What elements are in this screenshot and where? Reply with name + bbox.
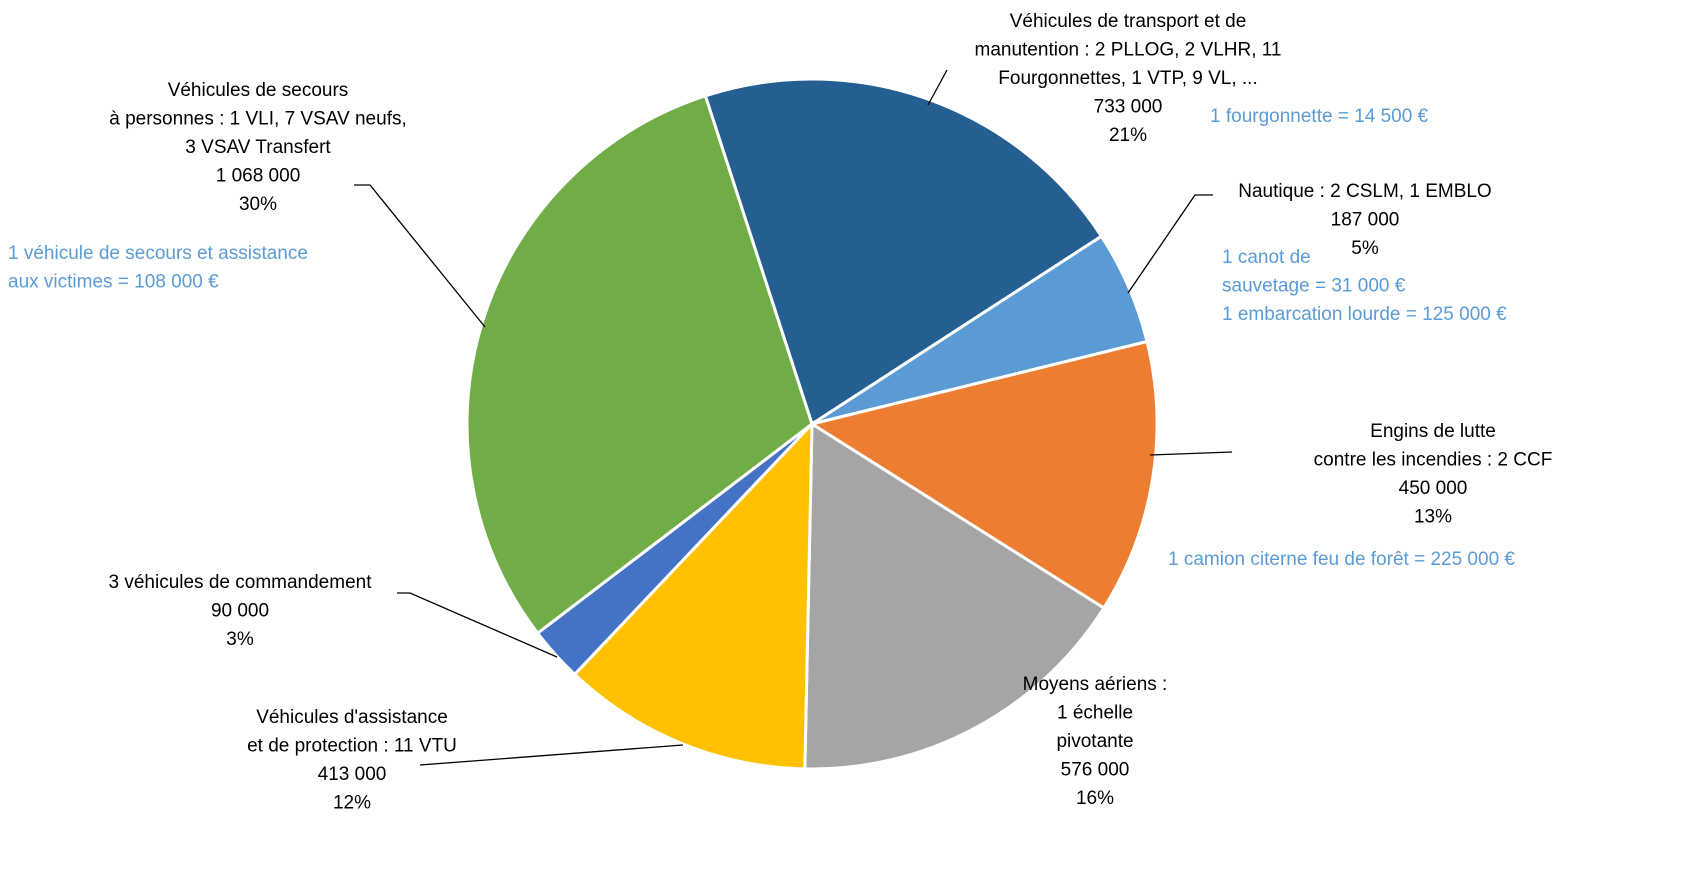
slice-label: Moyens aériens : [1023, 674, 1168, 695]
slice-label: Engins de lutte [1370, 421, 1496, 442]
annotation: sauvetage = 31 000 € [1222, 276, 1406, 297]
annotation: 1 fourgonnette = 14 500 € [1210, 106, 1429, 127]
slice-label: Véhicules de secours [168, 80, 349, 101]
slice-label: Fourgonnettes, 1 VTP, 9 VL, ... [998, 68, 1257, 89]
slice-label: à personnes : 1 VLI, 7 VSAV neufs, [109, 109, 407, 130]
slice-label: manutention : 2 PLLOG, 2 VLHR, 11 [975, 40, 1282, 61]
pie-slice [803, 421, 1106, 771]
percent-label: 16% [1076, 788, 1114, 809]
percent-label: 3% [226, 629, 254, 650]
pie-slice [465, 93, 814, 636]
pie-slice [572, 420, 814, 771]
slice-label: pivotante [1056, 731, 1133, 752]
slice-label: contre les incendies : 2 CCF [1314, 450, 1553, 471]
slice-label: 3 VSAV Transfert [185, 137, 331, 158]
annotation: 1 véhicule de secours et assistance [8, 243, 308, 264]
slice-label: Véhicules de transport et de [1010, 11, 1247, 32]
value-label: 1 068 000 [216, 166, 301, 187]
percent-label: 21% [1109, 125, 1147, 146]
value-label: 413 000 [318, 764, 387, 785]
annotation: 1 camion citerne feu de forêt = 225 000 … [1168, 549, 1515, 570]
slice-label: 1 échelle [1057, 703, 1133, 724]
pie-slice [703, 77, 1104, 427]
leader-line [1127, 194, 1213, 294]
annotation: aux victimes = 108 000 € [8, 272, 219, 293]
annotation: 1 canot de [1222, 247, 1311, 268]
slice-label: Nautique : 2 CSLM, 1 EMBLO [1238, 181, 1491, 202]
leader-line [397, 592, 558, 658]
percent-label: 12% [333, 793, 371, 814]
annotation: 1 embarcation lourde = 125 000 € [1222, 304, 1507, 325]
leader-line [419, 744, 684, 766]
value-label: 576 000 [1061, 760, 1130, 781]
percent-label: 30% [239, 194, 277, 215]
value-label: 90 000 [211, 601, 269, 622]
leader-line [354, 184, 486, 328]
slice-label: et de protection : 11 VTU [247, 736, 457, 757]
percent-label: 13% [1414, 507, 1452, 528]
value-label: 450 000 [1399, 478, 1468, 499]
leader-line [1149, 451, 1233, 456]
percent-label: 5% [1351, 238, 1379, 259]
value-label: 733 000 [1094, 97, 1163, 118]
pie-slice [808, 339, 1159, 611]
value-label: 187 000 [1331, 210, 1400, 231]
leader-line [927, 69, 948, 106]
slice-label: Véhicules d'assistance [256, 707, 448, 728]
slice-label: 3 véhicules de commandement [109, 572, 373, 593]
